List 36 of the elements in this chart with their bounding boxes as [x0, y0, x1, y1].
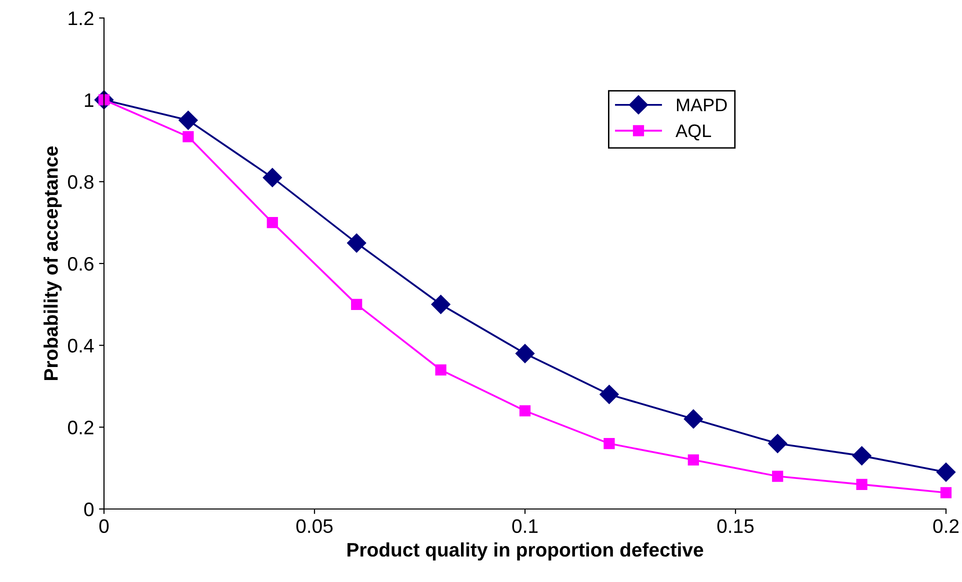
point [772, 470, 784, 482]
point [768, 434, 788, 454]
point [936, 462, 956, 482]
legend-label: MAPD [676, 98, 727, 112]
point [600, 384, 619, 404]
point [856, 478, 868, 490]
point [431, 294, 450, 314]
point [515, 344, 535, 364]
point [688, 454, 699, 466]
point [262, 168, 282, 188]
point [435, 364, 446, 376]
y-tick-label: 0.8 [68, 175, 94, 189]
point [178, 110, 198, 130]
point [519, 405, 531, 416]
y-tick-label: 1 [84, 94, 94, 107]
point [182, 131, 194, 142]
x-tick-label: 0.05 [296, 519, 333, 534]
point [351, 298, 362, 310]
legend-label: AQL [676, 124, 712, 140]
point [684, 409, 703, 429]
point [347, 234, 366, 253]
x-axis-title: Product quality in proportion defective [348, 542, 704, 561]
x-tick-label: 0 [99, 519, 109, 534]
y-tick-label: 0 [84, 502, 94, 516]
y-tick-label: 0.4 [68, 338, 94, 353]
y-tick-label: 0.6 [68, 256, 94, 271]
y-tick-label: 1.2 [68, 11, 94, 26]
x-tick-label: 0.1 [512, 519, 538, 534]
x-tick-label: 0.15 [717, 519, 754, 534]
y-axis-title: Probability of acceptance [44, 146, 62, 380]
point [266, 217, 278, 228]
point [940, 487, 952, 498]
x-tick-label: 0.2 [933, 519, 959, 534]
y-tick-label: 0.2 [68, 420, 94, 434]
point [604, 438, 615, 450]
point [852, 446, 872, 466]
